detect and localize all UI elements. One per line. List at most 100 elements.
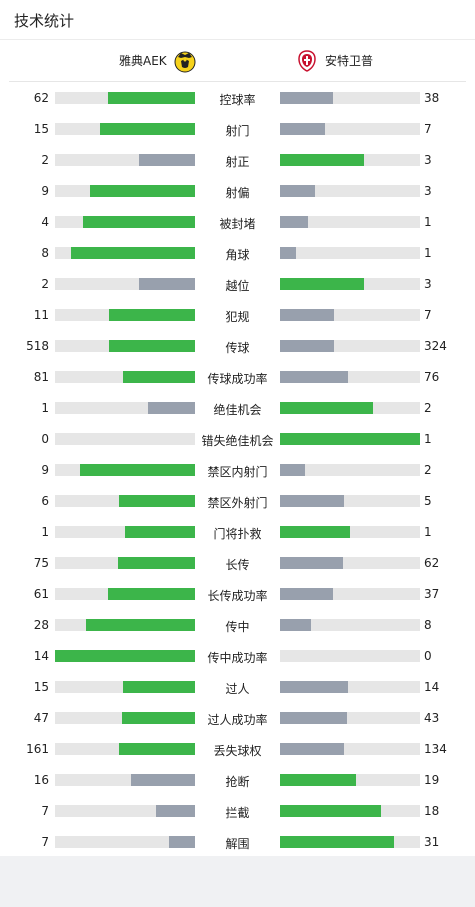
- away-bar-track: [280, 650, 420, 662]
- stat-row: 7 拦截 18: [0, 796, 475, 827]
- away-value: 1: [424, 525, 432, 539]
- away-bar: [280, 588, 333, 600]
- home-bar-track: [55, 185, 195, 197]
- stat-label: 抢断: [225, 775, 250, 789]
- stat-label: 射门: [225, 124, 250, 138]
- home-bar-track: [55, 650, 195, 662]
- home-bar-track: [55, 464, 195, 476]
- stat-label: 传中成功率: [207, 651, 268, 665]
- away-bar: [280, 495, 344, 507]
- home-bar: [109, 309, 195, 321]
- away-bar: [280, 247, 296, 259]
- away-value: 1: [424, 246, 432, 260]
- stat-label: 长传成功率: [207, 589, 268, 603]
- home-bar-track: [55, 557, 195, 569]
- home-value: 9: [41, 184, 49, 198]
- stat-label: 过人成功率: [207, 713, 268, 727]
- home-value: 9: [41, 463, 49, 477]
- aek-crest-icon: [174, 51, 196, 72]
- stat-row: 2 越位 3: [0, 269, 475, 300]
- away-value: 62: [424, 556, 440, 570]
- stat-row: 6 禁区外射门 5: [0, 486, 475, 517]
- away-bar-track: [280, 526, 420, 538]
- home-team[interactable]: 雅典AEK: [119, 40, 203, 81]
- home-bar-track: [55, 123, 195, 135]
- stat-row: 2 射正 3: [0, 145, 475, 176]
- away-bar-track: [280, 309, 420, 321]
- away-bar-track: [280, 402, 420, 414]
- away-value: 3: [424, 277, 432, 291]
- home-value: 47: [33, 711, 49, 725]
- away-value: 1: [424, 215, 432, 229]
- page-title: 技术统计: [14, 12, 75, 30]
- stat-label: 角球: [225, 248, 250, 262]
- home-bar: [131, 774, 195, 786]
- home-bar: [119, 495, 195, 507]
- stat-label: 拦截: [225, 806, 250, 820]
- away-team[interactable]: 安特卫普: [289, 40, 373, 81]
- away-value: 134: [424, 742, 447, 756]
- home-value: 8: [41, 246, 49, 260]
- away-bar: [280, 185, 315, 197]
- team-header: 雅典AEK 安特卫普: [9, 40, 466, 82]
- away-bar: [280, 154, 364, 166]
- stat-label: 错失绝佳机会: [201, 434, 274, 448]
- away-bar: [280, 743, 344, 755]
- away-team-name: 安特卫普: [325, 54, 374, 68]
- away-value: 5: [424, 494, 432, 508]
- stat-label: 过人: [225, 682, 250, 696]
- home-value: 161: [26, 742, 49, 756]
- away-bar: [280, 402, 373, 414]
- home-bar-track: [55, 805, 195, 817]
- stat-label: 传球: [225, 341, 250, 355]
- away-value: 0: [424, 649, 432, 663]
- away-bar-track: [280, 805, 420, 817]
- home-bar: [139, 154, 195, 166]
- stat-row: 4 被封堵 1: [0, 207, 475, 238]
- stat-label: 控球率: [219, 93, 256, 107]
- home-value: 0: [41, 432, 49, 446]
- stat-row: 14 传中成功率 0: [0, 641, 475, 672]
- stat-label: 越位: [225, 279, 250, 293]
- away-value: 18: [424, 804, 440, 818]
- away-value: 324: [424, 339, 447, 353]
- away-value: 37: [424, 587, 440, 601]
- home-bar-track: [55, 619, 195, 631]
- away-bar-track: [280, 557, 420, 569]
- home-value: 1: [41, 401, 49, 415]
- home-bar: [125, 526, 195, 538]
- home-value: 1: [41, 525, 49, 539]
- away-bar: [280, 92, 333, 104]
- away-bar-track: [280, 340, 420, 352]
- away-bar: [280, 464, 305, 476]
- title-bar: 技术统计: [0, 0, 475, 40]
- home-bar-track: [55, 371, 195, 383]
- stat-label: 射正: [225, 155, 250, 169]
- home-bar-track: [55, 495, 195, 507]
- away-value: 76: [424, 370, 440, 384]
- stat-label: 传球成功率: [207, 372, 268, 386]
- home-bar: [123, 371, 195, 383]
- home-value: 14: [33, 649, 49, 663]
- away-value: 8: [424, 618, 432, 632]
- away-bar: [280, 712, 347, 724]
- away-value: 31: [424, 835, 440, 849]
- home-bar-track: [55, 247, 195, 259]
- home-bar-track: [55, 433, 195, 445]
- home-team-name: 雅典AEK: [119, 54, 167, 68]
- home-bar: [139, 278, 195, 290]
- stat-row: 8 角球 1: [0, 238, 475, 269]
- away-value: 3: [424, 153, 432, 167]
- home-bar: [100, 123, 195, 135]
- stat-row: 161 丢失球权 134: [0, 734, 475, 765]
- home-value: 62: [33, 91, 49, 105]
- away-value: 14: [424, 680, 440, 694]
- home-bar-track: [55, 836, 195, 848]
- stat-label: 解围: [225, 837, 250, 851]
- stat-row: 9 禁区内射门 2: [0, 455, 475, 486]
- away-bar-track: [280, 743, 420, 755]
- away-bar-track: [280, 247, 420, 259]
- away-bar-track: [280, 278, 420, 290]
- stat-row: 47 过人成功率 43: [0, 703, 475, 734]
- away-value: 7: [424, 122, 432, 136]
